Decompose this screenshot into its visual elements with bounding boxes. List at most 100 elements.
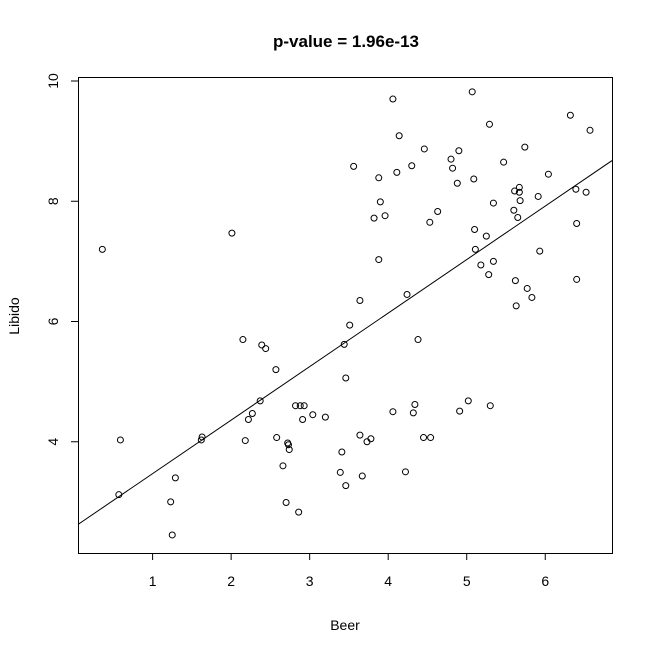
y-tick-label: 6 (45, 317, 61, 325)
data-point (511, 187, 519, 195)
data-point (340, 340, 348, 348)
data-point (367, 435, 375, 443)
x-axis: 1 2 3 4 5 6 (149, 553, 549, 589)
data-point (299, 416, 307, 424)
data-point (342, 482, 350, 490)
data-point (434, 207, 442, 215)
regression-line (78, 160, 612, 525)
data-point (586, 126, 594, 134)
data-point (309, 411, 317, 419)
data-point (282, 498, 290, 506)
data-point (376, 198, 384, 206)
data-point (477, 261, 485, 269)
data-point (228, 229, 236, 237)
data-point (536, 247, 544, 255)
data-point (489, 199, 497, 207)
data-point (381, 212, 389, 220)
data-point (486, 402, 494, 410)
regression-line-group (78, 160, 612, 525)
data-point (449, 164, 457, 172)
data-point (470, 175, 478, 183)
data-point (528, 293, 536, 301)
data-point (350, 162, 358, 170)
data-point (521, 143, 529, 151)
data-point (171, 474, 179, 482)
data-point (248, 410, 256, 418)
data-point (363, 438, 371, 446)
data-point (285, 446, 293, 454)
data-point (566, 111, 574, 119)
data-point (572, 185, 580, 193)
data-point (389, 408, 397, 416)
data-point (544, 170, 552, 178)
data-point (573, 275, 581, 283)
data-point (272, 366, 280, 374)
data-point (582, 188, 590, 196)
data-point (389, 95, 397, 103)
data-point (500, 158, 508, 166)
data-points (98, 88, 594, 539)
chart-title: p-value = 1.96e-13 (273, 32, 419, 51)
x-tick-label: 5 (463, 573, 471, 589)
data-point (455, 147, 463, 155)
data-point (198, 433, 206, 441)
data-point (516, 197, 524, 205)
data-point (482, 232, 490, 240)
data-point (197, 436, 205, 444)
y-tick-label: 10 (45, 73, 61, 89)
data-point (300, 402, 308, 410)
data-point (336, 468, 344, 476)
data-point (453, 179, 461, 187)
data-point (414, 336, 422, 344)
x-tick-label: 6 (541, 573, 549, 589)
data-point (511, 277, 519, 285)
data-point (403, 290, 411, 298)
data-point (485, 120, 493, 128)
x-tick-label: 2 (227, 573, 235, 589)
data-point (256, 397, 264, 405)
data-point (284, 441, 292, 449)
data-point (239, 336, 247, 344)
data-point (456, 407, 464, 415)
data-point (515, 183, 523, 191)
data-point (512, 302, 520, 310)
data-point (420, 145, 428, 153)
data-point (573, 220, 581, 228)
data-point (510, 206, 518, 214)
data-point (168, 531, 176, 539)
plot-frame (78, 77, 613, 554)
data-point (411, 400, 419, 408)
data-point (471, 245, 479, 253)
data-point (292, 402, 300, 410)
data-point (321, 413, 329, 421)
y-tick-label: 4 (45, 438, 61, 446)
data-point (485, 271, 493, 279)
data-point (408, 162, 416, 170)
data-point (464, 397, 472, 405)
data-point (395, 132, 403, 140)
x-tick-label: 3 (306, 573, 314, 589)
data-point (116, 436, 124, 444)
x-axis-label: Beer (330, 617, 360, 633)
data-point (515, 188, 523, 196)
data-point (258, 341, 266, 349)
data-point (356, 431, 364, 439)
data-point (523, 284, 531, 292)
data-point (296, 402, 304, 410)
x-tick-label: 1 (149, 573, 157, 589)
data-point (420, 434, 428, 442)
data-point (244, 416, 252, 424)
data-point (447, 155, 455, 163)
data-point (489, 257, 497, 265)
data-point (342, 374, 350, 382)
data-point (279, 462, 287, 470)
data-point (115, 491, 123, 499)
y-axis: 4 6 8 10 (45, 73, 78, 446)
y-axis-label: Libido (6, 297, 22, 335)
data-point (427, 434, 435, 442)
data-point (393, 168, 401, 176)
data-point (167, 498, 175, 506)
data-point (375, 256, 383, 264)
data-point (534, 192, 542, 200)
